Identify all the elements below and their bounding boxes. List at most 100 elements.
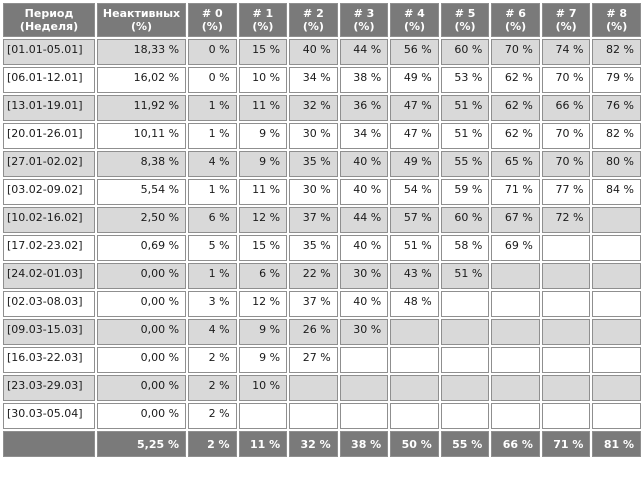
week-cell xyxy=(592,235,641,261)
week-cell: 9 % xyxy=(238,151,288,177)
inactive-cell: 5,54 % xyxy=(97,179,187,205)
week-cell: 1 % xyxy=(188,123,237,149)
week-cell: 62 % xyxy=(491,67,540,93)
week-cell xyxy=(541,403,591,429)
inactive-cell: 2,50 % xyxy=(97,207,187,233)
week-cell xyxy=(592,403,641,429)
table-row: [27.01-02.02] 8,38 % 4 % 9 % 35 % 40 % 49 % 55 … xyxy=(3,151,641,177)
week-cell: 53 % xyxy=(440,67,490,93)
week-cell xyxy=(491,375,540,401)
week-cell xyxy=(592,291,641,317)
week-cell: 15 % xyxy=(238,235,288,261)
week-cell: 62 % xyxy=(491,123,540,149)
table-body: [01.01-05.01] 18,33 % 0 % 15 % 40 % 44 % 56 % 6… xyxy=(3,39,641,429)
week-cell: 26 % xyxy=(289,319,338,345)
inactive-cell: 18,33 % xyxy=(97,39,187,65)
totals-row: 5,25 % 2 % 11 % 32 % 38 % 50 % 55 % 66 % 71 % 81 … xyxy=(3,431,641,457)
header-week-3: # 3 (%) xyxy=(339,3,389,37)
period-cell: [16.03-22.03] xyxy=(3,347,96,373)
totals-week-6: 66 % xyxy=(491,431,540,457)
table-row: [13.01-19.01] 11,92 % 1 % 11 % 32 % 36 % 47 % 5… xyxy=(3,95,641,121)
week-cell: 40 % xyxy=(339,151,389,177)
week-cell: 76 % xyxy=(592,95,641,121)
week-cell xyxy=(592,347,641,373)
table-row: [09.03-15.03] 0,00 % 4 % 9 % 26 % 30 % xyxy=(3,319,641,345)
week-cell: 49 % xyxy=(390,67,439,93)
totals-week-3: 38 % xyxy=(339,431,389,457)
week-cell: 59 % xyxy=(440,179,490,205)
week-cell xyxy=(390,403,439,429)
week-cell: 70 % xyxy=(491,39,540,65)
week-cell xyxy=(440,375,490,401)
period-cell: [24.02-01.03] xyxy=(3,263,96,289)
week-cell: 11 % xyxy=(238,179,288,205)
inactive-cell: 0,69 % xyxy=(97,235,187,261)
header-week-7: # 7 (%) xyxy=(541,3,591,37)
week-cell: 51 % xyxy=(390,235,439,261)
week-cell: 54 % xyxy=(390,179,439,205)
week-cell: 47 % xyxy=(390,95,439,121)
week-cell: 49 % xyxy=(390,151,439,177)
week-cell: 37 % xyxy=(289,291,338,317)
week-cell: 77 % xyxy=(541,179,591,205)
week-cell xyxy=(339,347,389,373)
week-cell: 4 % xyxy=(188,151,237,177)
table-row: [16.03-22.03] 0,00 % 2 % 9 % 27 % xyxy=(3,347,641,373)
inactive-cell: 0,00 % xyxy=(97,347,187,373)
week-cell: 3 % xyxy=(188,291,237,317)
week-cell xyxy=(541,375,591,401)
week-cell: 37 % xyxy=(289,207,338,233)
week-cell: 40 % xyxy=(339,235,389,261)
totals-week-7: 71 % xyxy=(541,431,591,457)
period-cell: [10.02-16.02] xyxy=(3,207,96,233)
week-cell xyxy=(491,291,540,317)
table-row: [17.02-23.02] 0,69 % 5 % 15 % 35 % 40 % 51 % 58… xyxy=(3,235,641,261)
week-cell xyxy=(390,319,439,345)
table-row: [20.01-26.01] 10,11 % 1 % 9 % 30 % 34 % 47 % 51… xyxy=(3,123,641,149)
period-cell: [03.02-09.02] xyxy=(3,179,96,205)
period-cell: [06.01-12.01] xyxy=(3,67,96,93)
week-cell xyxy=(339,403,389,429)
week-cell: 80 % xyxy=(592,151,641,177)
inactive-cell: 0,00 % xyxy=(97,263,187,289)
week-cell xyxy=(289,375,338,401)
week-cell xyxy=(289,403,338,429)
week-cell xyxy=(592,375,641,401)
header-week-8: # 8 (%) xyxy=(592,3,641,37)
week-cell: 69 % xyxy=(491,235,540,261)
week-cell: 36 % xyxy=(339,95,389,121)
week-cell: 2 % xyxy=(188,347,237,373)
header-week-5: # 5 (%) xyxy=(440,3,490,37)
week-cell: 57 % xyxy=(390,207,439,233)
week-cell: 30 % xyxy=(289,179,338,205)
week-cell: 11 % xyxy=(238,95,288,121)
week-cell xyxy=(491,403,540,429)
week-cell: 0 % xyxy=(188,39,237,65)
week-cell: 9 % xyxy=(238,319,288,345)
week-cell: 38 % xyxy=(339,67,389,93)
week-cell: 58 % xyxy=(440,235,490,261)
header-week-0: # 0 (%) xyxy=(188,3,237,37)
week-cell: 22 % xyxy=(289,263,338,289)
week-cell xyxy=(238,403,288,429)
week-cell: 2 % xyxy=(188,375,237,401)
week-cell xyxy=(491,319,540,345)
table-row: [10.02-16.02] 2,50 % 6 % 12 % 37 % 44 % 57 % 60… xyxy=(3,207,641,233)
totals-inactive: 5,25 % xyxy=(97,431,187,457)
week-cell xyxy=(592,207,641,233)
table-header: Период (Неделя) Неактивных (%) # 0 (%) # 1 (%) #… xyxy=(3,3,641,37)
period-cell: [30.03-05.04] xyxy=(3,403,96,429)
week-cell: 30 % xyxy=(289,123,338,149)
week-cell: 44 % xyxy=(339,207,389,233)
table-row: [03.02-09.02] 5,54 % 1 % 11 % 30 % 40 % 54 % 59… xyxy=(3,179,641,205)
week-cell: 79 % xyxy=(592,67,641,93)
period-cell: [20.01-26.01] xyxy=(3,123,96,149)
week-cell: 0 % xyxy=(188,67,237,93)
week-cell: 12 % xyxy=(238,207,288,233)
week-cell: 30 % xyxy=(339,319,389,345)
week-cell xyxy=(541,291,591,317)
totals-period xyxy=(3,431,96,457)
week-cell: 72 % xyxy=(541,207,591,233)
week-cell: 51 % xyxy=(440,263,490,289)
week-cell: 70 % xyxy=(541,123,591,149)
